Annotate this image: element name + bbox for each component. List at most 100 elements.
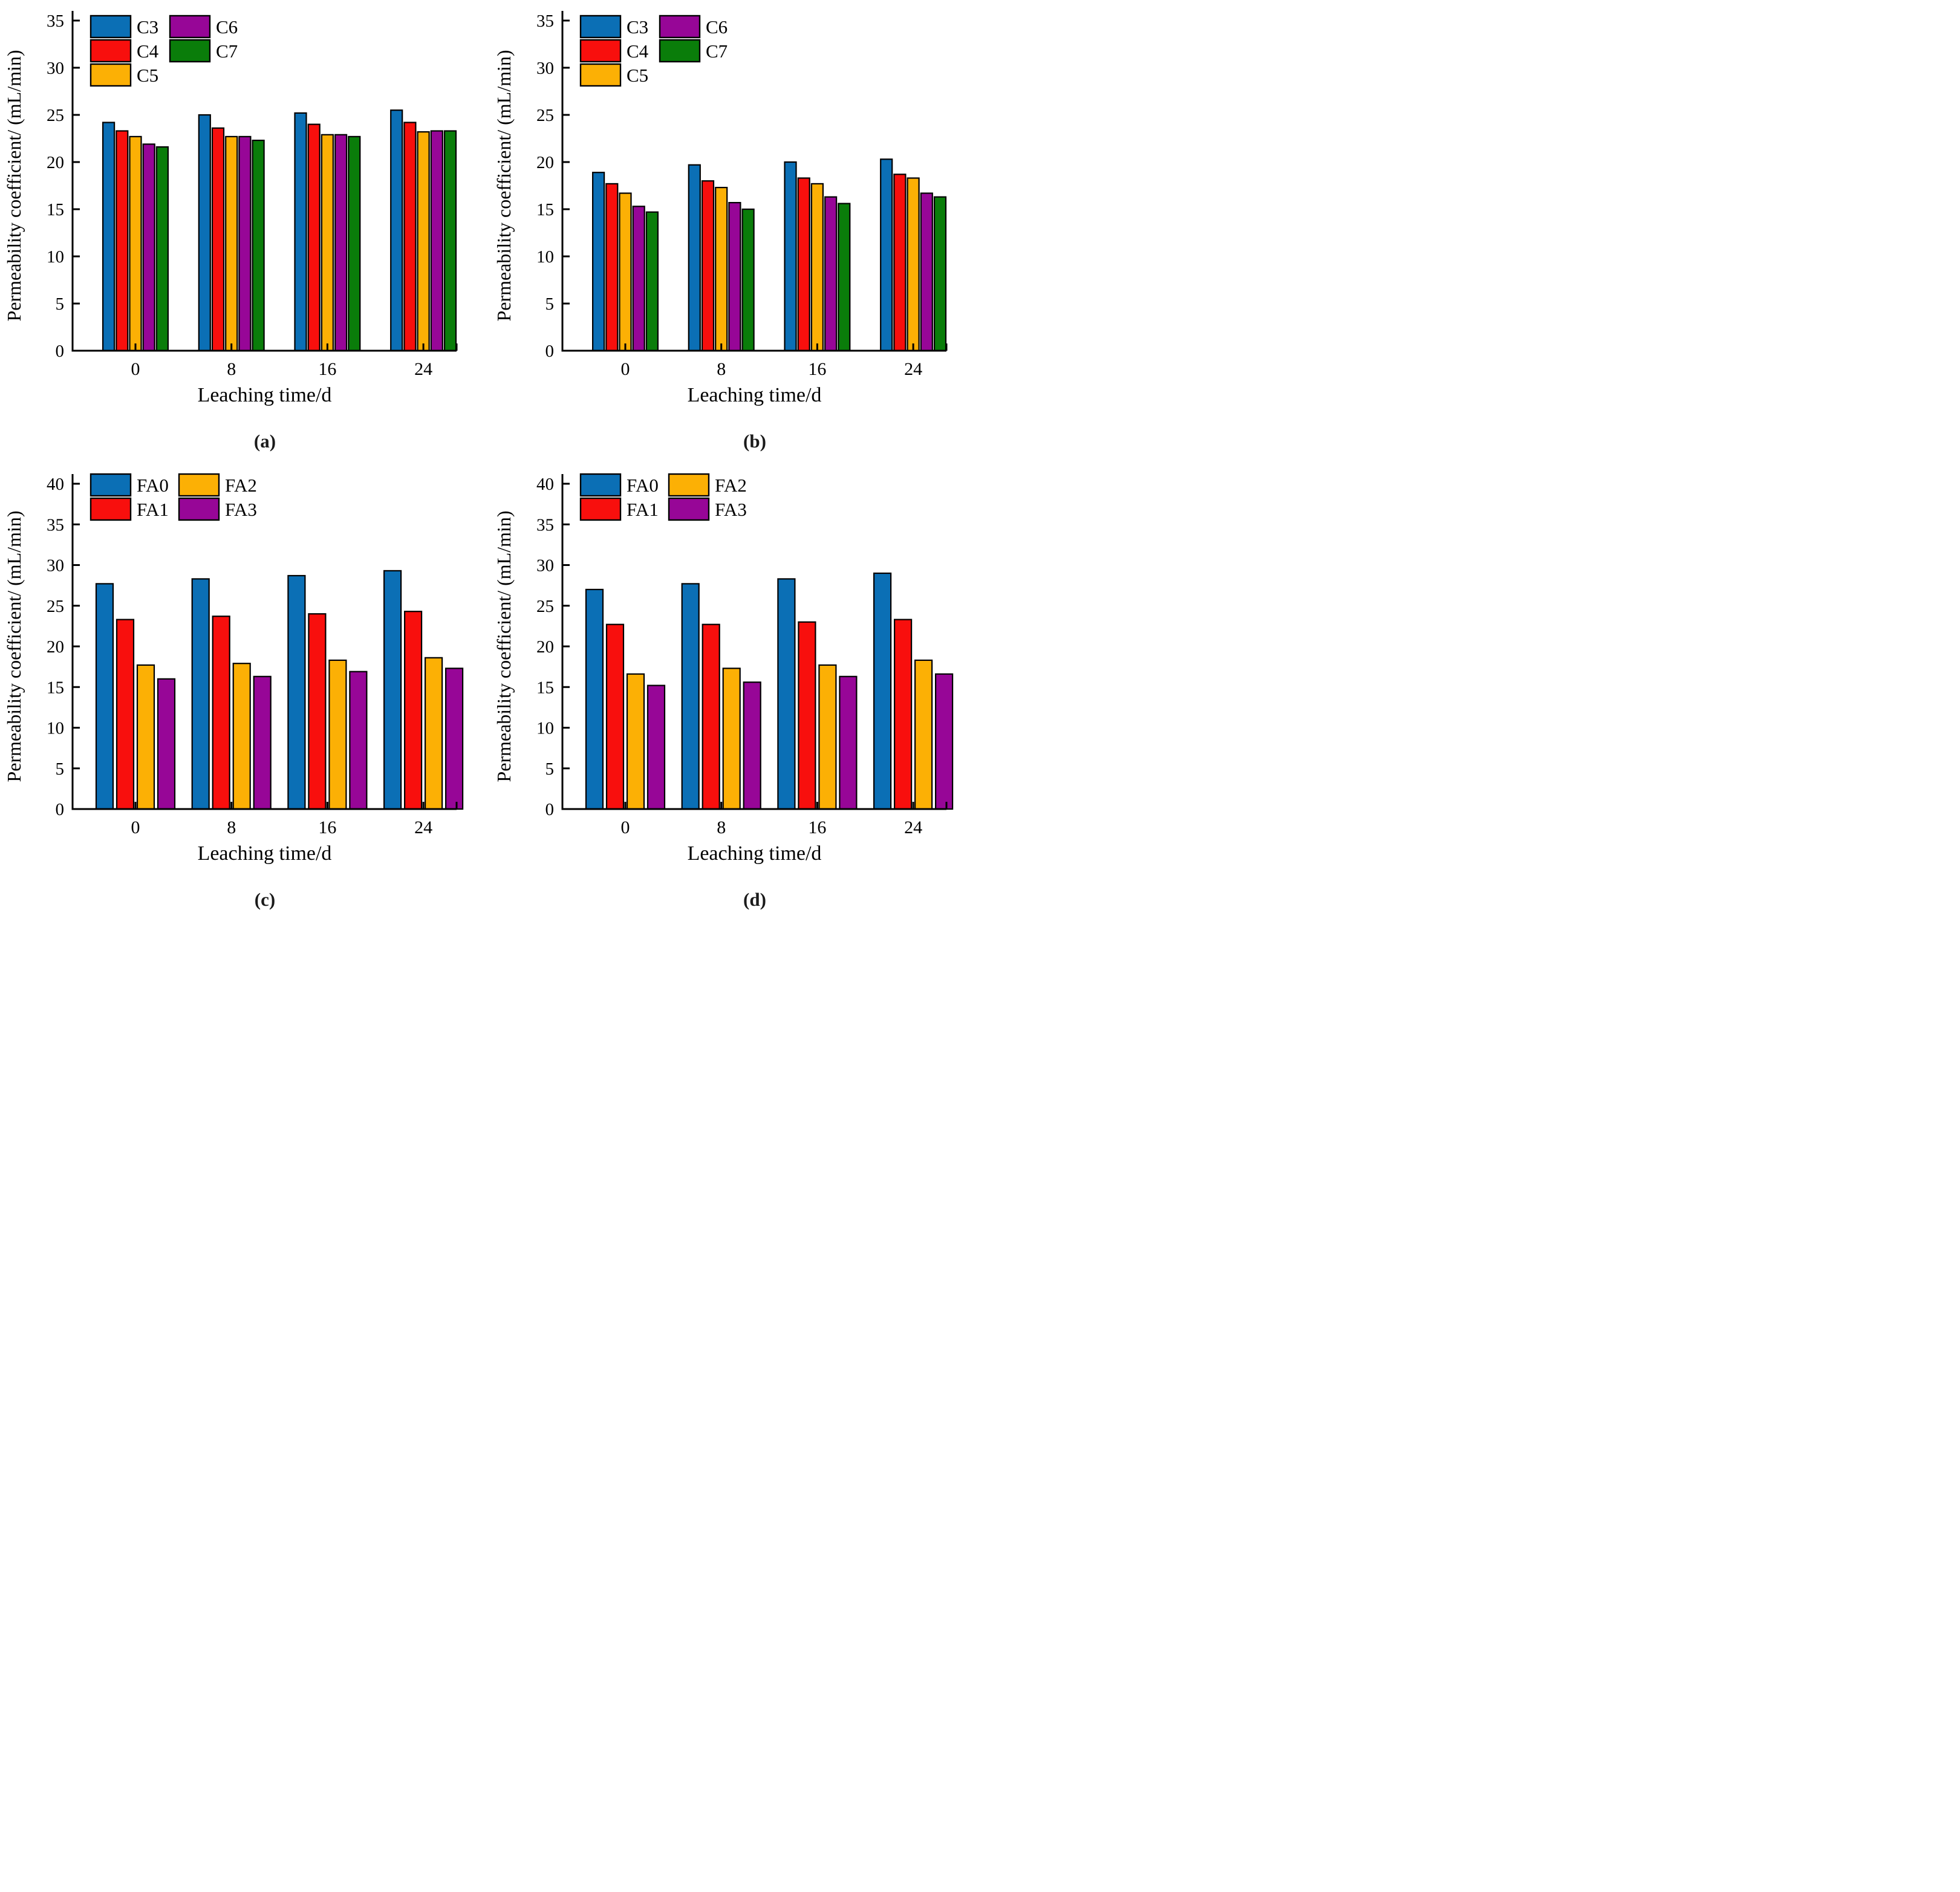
legend-label-FA1: FA1 xyxy=(137,499,169,520)
y-tick-label-10: 10 xyxy=(536,247,554,267)
bar-C7-t16 xyxy=(348,135,361,352)
y-tick-label-35: 35 xyxy=(536,11,554,31)
y-axis-title: Permeability coefficient/ (mL/min) xyxy=(3,50,25,321)
y-tick-label-0: 0 xyxy=(56,800,65,819)
bar-FA2-t24 xyxy=(424,657,443,810)
y-tick-label-0: 0 xyxy=(545,800,555,819)
y-tick-label-25: 25 xyxy=(47,597,64,616)
axes: 0 5 10 15 20 25 30 35 40 0 8 16 24 xyxy=(47,474,458,837)
bar-FA3-t0 xyxy=(646,684,666,810)
bar-C4-t24 xyxy=(893,174,907,352)
bar-C3-t16 xyxy=(294,112,307,352)
bar-C3-t24 xyxy=(880,158,893,352)
bar-FA3-t0 xyxy=(157,678,176,810)
bar-FA0-t16 xyxy=(287,574,306,810)
caption-a: (a) xyxy=(253,431,276,452)
bar-C4-t24 xyxy=(403,122,417,352)
x-tick-label-16: 16 xyxy=(318,359,336,379)
y-tick-label-35: 35 xyxy=(47,11,64,31)
legend-label-FA3: FA3 xyxy=(225,499,257,520)
axes: 0 5 10 15 20 25 30 35 0 8 16 24 xyxy=(47,11,458,379)
legend-label-C5: C5 xyxy=(137,65,158,86)
legend-swatch-C5 xyxy=(90,63,132,87)
y-tick-label-10: 10 xyxy=(536,719,554,738)
caption-c: (c) xyxy=(254,889,276,910)
bar-FA2-t16 xyxy=(818,664,837,810)
bar-FA0-t24 xyxy=(383,570,402,810)
bar-FA3-t16 xyxy=(349,671,368,810)
legend-label-FA0: FA0 xyxy=(137,475,169,496)
y-tick-label-35: 35 xyxy=(536,515,554,535)
bar-C7-t0 xyxy=(645,211,659,352)
y-tick-label-35: 35 xyxy=(47,515,64,535)
legend-label-C4: C4 xyxy=(627,41,649,62)
bar-C5-t8 xyxy=(715,187,728,352)
bar-C5-t8 xyxy=(225,135,238,352)
bar-C4-t16 xyxy=(797,177,810,352)
bar-C6-t8 xyxy=(728,202,741,352)
bar-FA1-t8 xyxy=(702,623,720,810)
bar-FA0-t0 xyxy=(585,588,604,810)
bar-C7-t8 xyxy=(252,140,265,352)
y-tick-label-20: 20 xyxy=(536,153,554,172)
bar-FA2-t8 xyxy=(722,668,741,810)
bar-FA3-t8 xyxy=(253,675,272,810)
legend-swatch-C3 xyxy=(90,15,132,39)
bar-FA1-t16 xyxy=(798,621,816,810)
legend-swatch-FA2 xyxy=(668,473,710,497)
y-tick-label-25: 25 xyxy=(47,106,64,125)
bar-FA1-t24 xyxy=(403,611,423,810)
legend: FA0 FA1 FA2 FA3 xyxy=(579,473,747,521)
bar-FA1-t24 xyxy=(893,619,913,810)
caption-b: (b) xyxy=(743,431,766,452)
legend-swatch-C6 xyxy=(659,15,701,39)
legend-label-FA1: FA1 xyxy=(627,499,659,520)
x-tick-label-16: 16 xyxy=(808,818,826,837)
bar-C5-t24 xyxy=(907,177,920,352)
bar-FA2-t16 xyxy=(328,659,347,810)
y-axis-title: Permeability coefficient/ (mL/min) xyxy=(3,510,25,782)
y-tick-label-40: 40 xyxy=(47,475,64,494)
bar-FA1-t16 xyxy=(308,613,327,810)
bar-C6-t16 xyxy=(824,196,838,352)
bar-FA0-t24 xyxy=(873,572,892,810)
bar-FA3-t24 xyxy=(444,668,464,810)
legend-label-C3: C3 xyxy=(627,16,648,37)
y-axis-title: Permeability coefficient/ (mL/min) xyxy=(493,50,515,321)
bar-C5-t24 xyxy=(417,131,430,352)
legend-swatch-C3 xyxy=(579,15,622,39)
y-tick-label-20: 20 xyxy=(47,637,64,657)
legend-swatch-FA0 xyxy=(90,473,132,497)
panel-a: 0 5 10 15 20 25 30 35 0 8 16 24 Leaching time/d Perme… xyxy=(0,0,490,458)
bar-FA0-t8 xyxy=(191,578,210,810)
bar-C3-t8 xyxy=(688,164,701,352)
bar-C4-t16 xyxy=(307,123,321,352)
y-tick-label-30: 30 xyxy=(47,59,64,78)
legend-swatch-FA1 xyxy=(579,497,622,521)
bar-C4-t0 xyxy=(605,183,619,352)
chart-panel-c: 0 5 10 15 20 25 30 35 40 0 8 16 24 Leaching time/d Per… xyxy=(3,473,464,865)
legend-swatch-C7 xyxy=(659,39,701,63)
x-tick-label-0: 0 xyxy=(131,359,140,379)
bar-FA2-t0 xyxy=(136,664,155,810)
legend-label-FA2: FA2 xyxy=(225,475,257,496)
bar-C6-t24 xyxy=(920,192,933,352)
x-tick-label-0: 0 xyxy=(131,818,140,837)
bar-FA2-t8 xyxy=(232,663,251,810)
legend-swatch-C7 xyxy=(169,39,211,63)
y-tick-label-15: 15 xyxy=(536,200,554,219)
legend-label-FA2: FA2 xyxy=(715,475,747,496)
legend-swatch-FA3 xyxy=(668,497,710,521)
legend-label-C6: C6 xyxy=(706,16,728,37)
bar-C3-t24 xyxy=(390,109,403,352)
bar-C7-t24 xyxy=(443,130,457,352)
bar-C5-t16 xyxy=(321,134,334,352)
x-tick-label-8: 8 xyxy=(227,818,236,837)
bar-FA3-t8 xyxy=(743,681,761,810)
legend-label-FA0: FA0 xyxy=(627,475,659,496)
bar-C7-t16 xyxy=(838,203,851,352)
legend: FA0 FA1 FA2 FA3 xyxy=(90,473,257,521)
x-tick-label-24: 24 xyxy=(904,359,922,379)
x-tick-label-8: 8 xyxy=(717,818,726,837)
y-tick-label-20: 20 xyxy=(47,153,64,172)
